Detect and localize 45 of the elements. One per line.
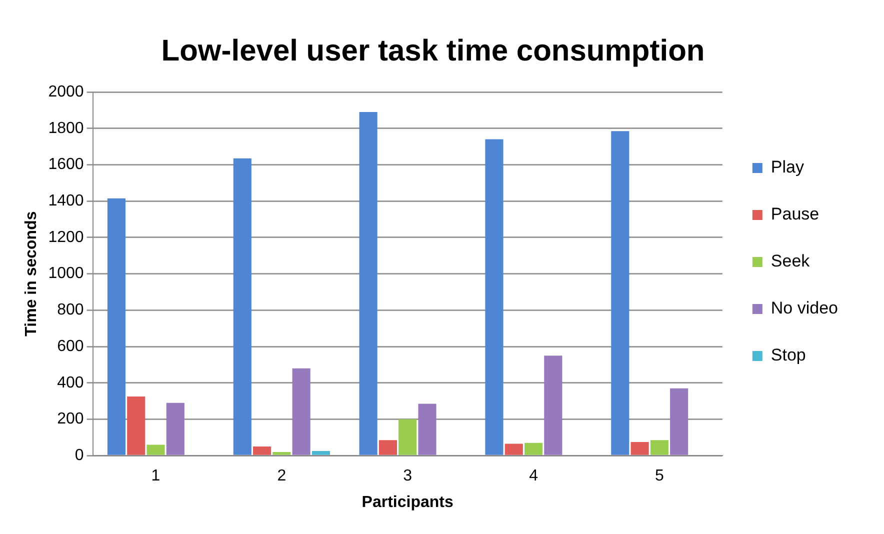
bar bbox=[272, 452, 291, 455]
y-tick-label: 2000 bbox=[48, 83, 84, 100]
bar bbox=[233, 158, 252, 455]
legend-label: Pause bbox=[770, 204, 820, 224]
bar bbox=[378, 440, 397, 455]
bar bbox=[670, 388, 688, 455]
x-axis-title: Participants bbox=[362, 494, 454, 511]
bar bbox=[611, 131, 630, 455]
y-tick-label: 800 bbox=[57, 302, 84, 319]
x-tick-label: 4 bbox=[529, 468, 538, 485]
bar bbox=[398, 419, 417, 455]
x-tick-label: 5 bbox=[654, 468, 664, 485]
x-tick-label: 3 bbox=[403, 468, 412, 485]
bar bbox=[504, 444, 523, 455]
y-tick-label: 200 bbox=[57, 410, 84, 428]
bar bbox=[107, 198, 126, 455]
bar bbox=[544, 356, 562, 455]
bar bbox=[292, 368, 310, 455]
y-axis-title: Time in seconds bbox=[23, 211, 40, 336]
bar bbox=[312, 451, 330, 455]
bar bbox=[630, 442, 649, 455]
bar bbox=[359, 112, 378, 455]
bar bbox=[127, 396, 146, 455]
chart-title: Low-level user task time consumption bbox=[161, 34, 705, 68]
y-tick-label: 1200 bbox=[48, 228, 84, 246]
y-tick-label: 400 bbox=[57, 374, 84, 392]
bar bbox=[166, 402, 184, 455]
y-tick-label: 600 bbox=[57, 338, 84, 355]
y-tick-label: 1800 bbox=[48, 120, 84, 137]
bar bbox=[418, 404, 436, 455]
legend-label: Play bbox=[770, 158, 804, 177]
legend-label: Seek bbox=[770, 252, 810, 271]
y-tick-label: 1400 bbox=[48, 192, 84, 210]
legend-label: Stop bbox=[770, 346, 806, 365]
y-tick-label: 0 bbox=[74, 447, 84, 464]
x-tick-label: 2 bbox=[277, 468, 286, 485]
bar bbox=[524, 442, 543, 455]
bar bbox=[650, 440, 668, 455]
bar bbox=[485, 139, 504, 455]
bar bbox=[252, 446, 272, 455]
bar bbox=[146, 444, 165, 455]
y-tick-label: 1000 bbox=[48, 265, 84, 282]
x-tick-label: 1 bbox=[151, 468, 160, 485]
y-tick-label: 1600 bbox=[48, 156, 84, 174]
legend-label: No video bbox=[770, 298, 838, 318]
